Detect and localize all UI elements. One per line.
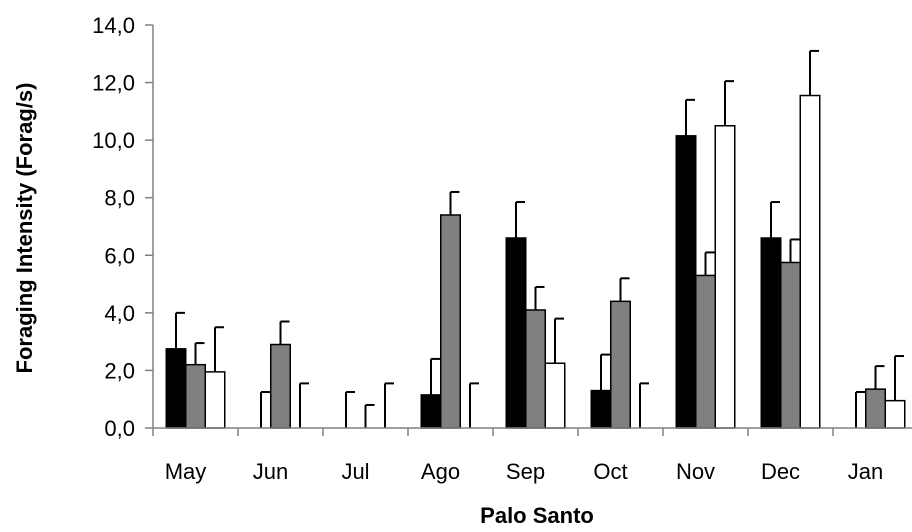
y-tick-label: 0,0 [104,416,135,441]
bar [270,343,291,429]
x-tick-label: Nov [676,459,715,484]
y-tick-label: 4,0 [104,301,135,326]
bar [695,274,716,429]
y-tick-label: 14,0 [92,13,135,38]
y-tick-label: 2,0 [104,358,135,383]
bar [760,237,782,429]
bar [165,348,187,429]
x-tick-label: Ago [421,459,460,484]
bar [884,399,906,429]
bar [525,309,546,429]
bar [675,135,697,429]
x-tick-label: Oct [593,459,627,484]
bar [440,214,461,429]
x-axis-title: Palo Santo [480,503,594,528]
bar [714,125,736,429]
y-tick-label: 10,0 [92,128,135,153]
bar [590,389,612,429]
x-tick-label: Jun [253,459,288,484]
bar [420,394,442,429]
bar [799,94,821,429]
x-tick-label: May [165,459,207,484]
y-axis-title: Foraging Intensity (Forag/s) [12,83,37,374]
x-tick-label: Dec [761,459,800,484]
y-tick-label: 12,0 [92,71,135,96]
error-bars [175,49,904,428]
y-tick-label: 8,0 [104,186,135,211]
bar [204,371,226,429]
y-axis-ticks: 0,0 2,0 4,0 6,0 8,0 10,0 12,0 14,0 [92,13,153,441]
bar [780,261,801,429]
bars [165,94,906,429]
bar [865,388,886,429]
bar [185,363,206,429]
y-tick-label: 6,0 [104,243,135,268]
x-tick-label: Jan [848,459,883,484]
bar [544,362,566,429]
x-tick-label: Jul [341,459,369,484]
bar [505,237,527,429]
x-tick-label: Sep [506,459,545,484]
bar [610,300,631,429]
x-axis-ticks: May Jun Jul Ago Sep Oct Nov Dec Jan [152,428,883,484]
